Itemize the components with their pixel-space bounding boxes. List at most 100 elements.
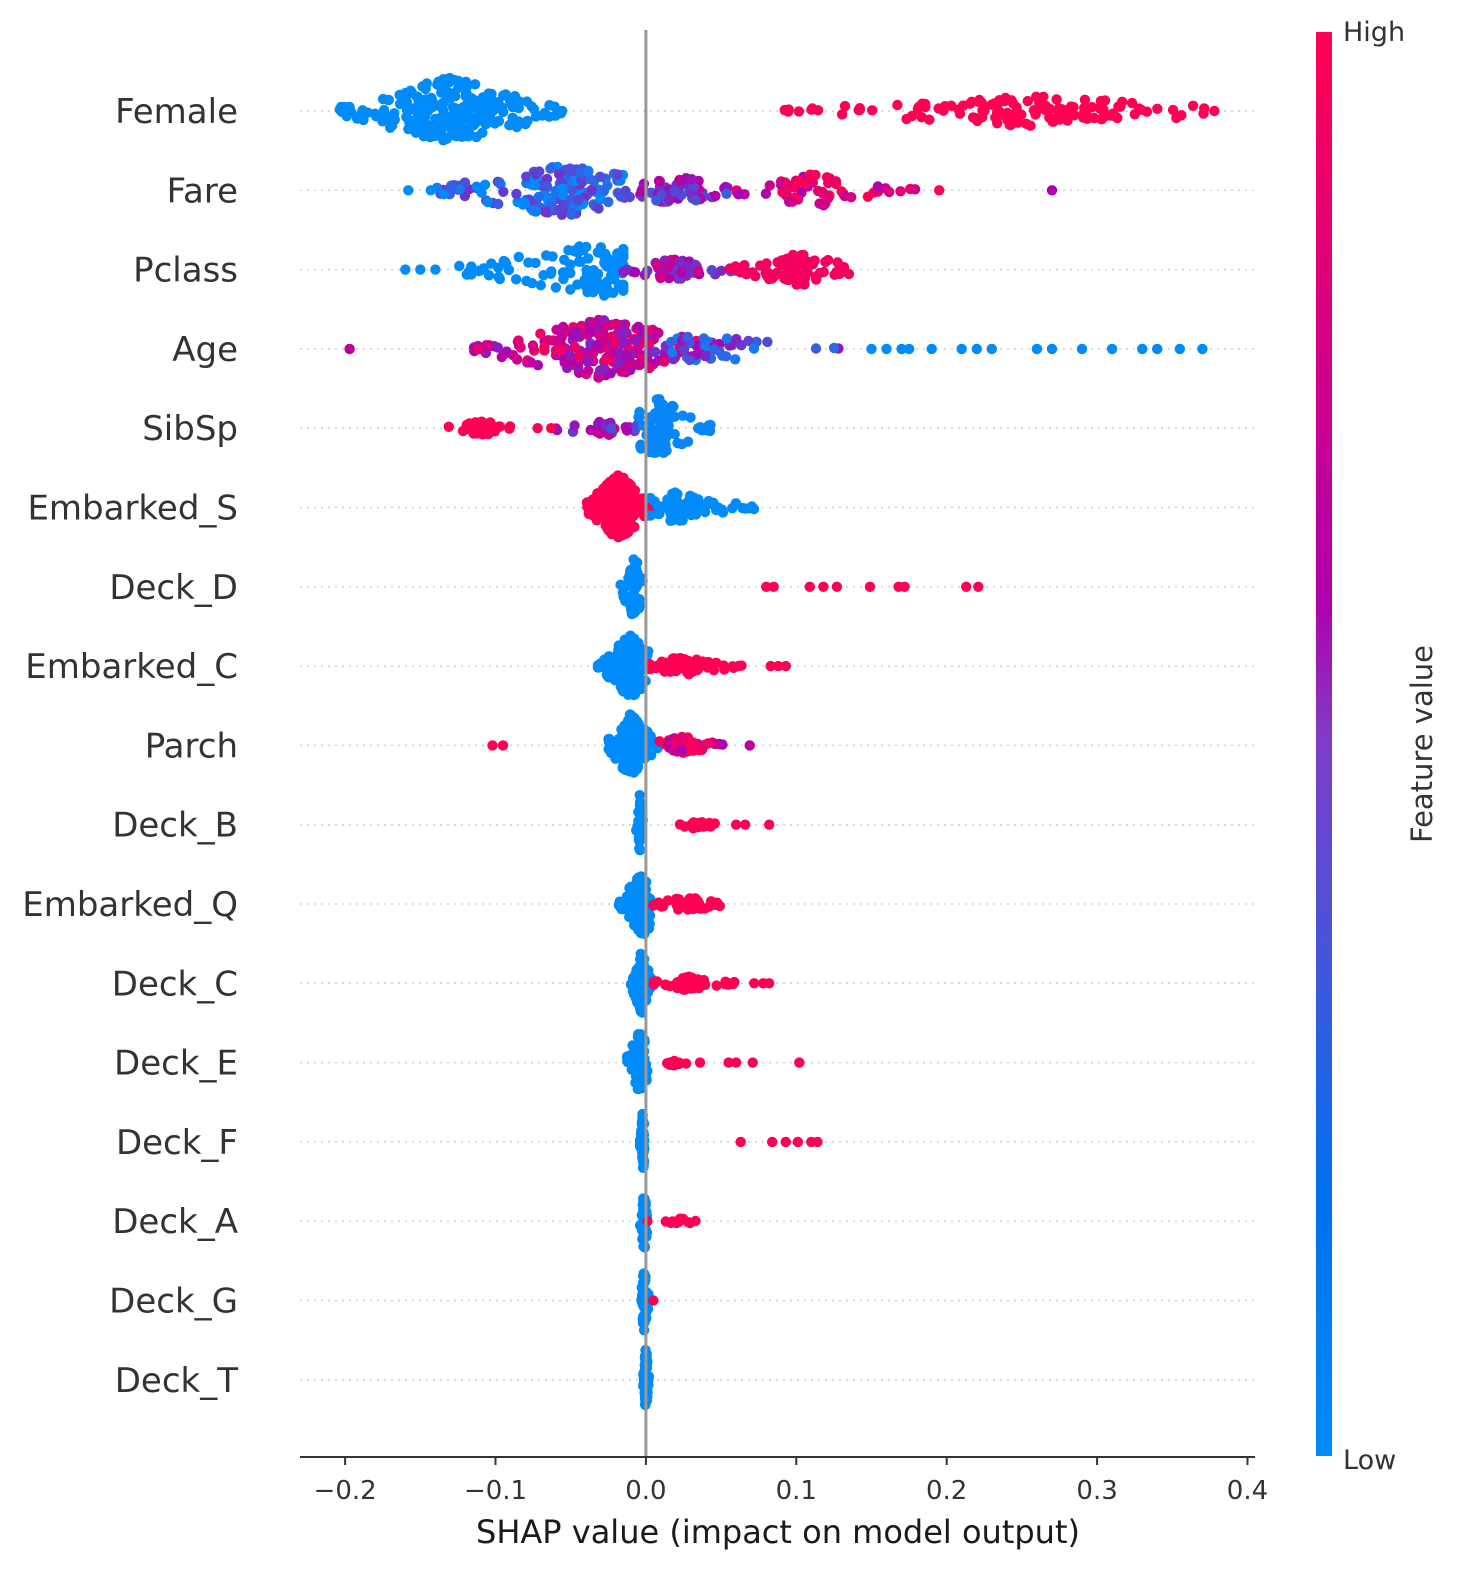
point-Female bbox=[339, 105, 351, 117]
point-Female bbox=[806, 104, 817, 115]
point-Embarked_S bbox=[622, 527, 633, 538]
point-Deck_E bbox=[694, 1057, 706, 1068]
x-axis-title: SHAP value (impact on model output) bbox=[476, 1513, 1080, 1551]
point-SibSp bbox=[666, 412, 678, 423]
point-Pclass bbox=[498, 255, 509, 267]
point-Age bbox=[344, 343, 355, 355]
point-Parch bbox=[617, 762, 628, 774]
point-Deck_C bbox=[689, 980, 701, 991]
point-Age bbox=[653, 327, 664, 339]
point-Fare bbox=[521, 171, 532, 182]
point-Female bbox=[457, 127, 469, 138]
point-Female bbox=[461, 88, 472, 99]
point-Pclass bbox=[605, 270, 617, 282]
point-SibSp bbox=[482, 421, 494, 433]
point-Deck_A bbox=[639, 1195, 650, 1207]
point-Age bbox=[748, 343, 760, 354]
point-Pclass bbox=[750, 271, 761, 282]
point-Deck_D bbox=[864, 581, 876, 592]
point-Pclass bbox=[503, 264, 515, 276]
point-Deck_G bbox=[648, 1295, 659, 1306]
point-Pclass bbox=[430, 264, 441, 275]
feature-label-Age: Age bbox=[172, 330, 238, 370]
point-Pclass bbox=[535, 280, 546, 291]
point-Embarked_Q bbox=[673, 894, 685, 905]
point-Deck_D bbox=[804, 581, 815, 592]
point-Age bbox=[588, 347, 599, 359]
feature-label-Deck_E: Deck_E bbox=[114, 1044, 238, 1084]
point-Female bbox=[469, 79, 481, 90]
point-Female bbox=[938, 105, 949, 116]
point-SibSp bbox=[569, 420, 580, 431]
colorbar: High Low Feature value bbox=[1316, 17, 1439, 1476]
point-Age bbox=[743, 335, 754, 347]
point-Age bbox=[926, 343, 937, 355]
point-SibSp bbox=[653, 411, 665, 423]
point-Embarked_S bbox=[601, 517, 613, 528]
point-SibSp bbox=[682, 436, 694, 447]
point-Fare bbox=[812, 185, 824, 197]
point-Parch bbox=[624, 732, 635, 743]
point-SibSp bbox=[672, 437, 683, 449]
point-Female bbox=[958, 100, 969, 111]
point-Deck_B bbox=[685, 819, 697, 831]
point-Fare bbox=[620, 185, 631, 197]
point-Pclass bbox=[656, 271, 667, 282]
point-Pclass bbox=[607, 287, 619, 298]
point-Female bbox=[1058, 104, 1070, 116]
feature-gridlines bbox=[300, 110, 1255, 1381]
point-Embarked_Q bbox=[685, 903, 696, 914]
feature-label-Deck_D: Deck_D bbox=[109, 568, 238, 608]
point-Fare bbox=[794, 175, 806, 187]
point-Embarked_S bbox=[744, 503, 755, 514]
point-SibSp bbox=[593, 418, 604, 430]
point-Fare bbox=[787, 196, 798, 207]
point-Female bbox=[435, 112, 447, 123]
point-Female bbox=[445, 130, 457, 141]
point-Age bbox=[598, 362, 609, 374]
point-Deck_E bbox=[730, 1057, 742, 1068]
point-Fare bbox=[425, 185, 436, 196]
point-Deck_E bbox=[747, 1057, 758, 1068]
point-Female bbox=[471, 112, 482, 124]
point-Age bbox=[903, 343, 915, 355]
point-Pclass bbox=[781, 253, 793, 264]
point-Female bbox=[913, 101, 924, 113]
point-SibSp bbox=[645, 412, 656, 423]
x-axis: −0.2 −0.1 0.0 0.1 0.2 0.3 0.4 bbox=[300, 1456, 1268, 1506]
point-Female bbox=[793, 106, 805, 117]
point-Pclass bbox=[510, 274, 522, 285]
point-SibSp bbox=[443, 421, 454, 432]
point-Age bbox=[553, 344, 565, 356]
point-Parch bbox=[717, 739, 728, 750]
point-Female bbox=[432, 100, 443, 111]
point-Deck_C bbox=[625, 979, 637, 990]
point-Deck_B bbox=[674, 819, 686, 830]
point-Pclass bbox=[599, 290, 610, 301]
point-Pclass bbox=[716, 265, 727, 276]
point-Female bbox=[1133, 103, 1145, 114]
point-Pclass bbox=[674, 257, 686, 268]
point-SibSp bbox=[621, 425, 633, 436]
point-Pclass bbox=[523, 257, 534, 268]
point-Age bbox=[515, 342, 526, 353]
point-Deck_C bbox=[683, 971, 695, 982]
point-Female bbox=[371, 111, 382, 122]
point-Female bbox=[1099, 95, 1111, 106]
feature-label-Fare: Fare bbox=[167, 171, 238, 211]
point-Pclass bbox=[596, 281, 607, 292]
point-Fare bbox=[573, 194, 584, 206]
point-Fare bbox=[541, 173, 553, 185]
point-Fare bbox=[530, 206, 542, 217]
point-Age bbox=[665, 336, 677, 348]
point-Deck_B bbox=[634, 827, 645, 839]
point-Female bbox=[425, 132, 436, 143]
point-Pclass bbox=[559, 254, 570, 265]
point-Fare bbox=[540, 206, 551, 218]
point-Female bbox=[924, 114, 935, 125]
point-Age bbox=[762, 336, 773, 348]
point-Embarked_C bbox=[663, 660, 674, 672]
point-Female bbox=[389, 108, 400, 119]
point-Pclass bbox=[538, 270, 549, 281]
point-Parch bbox=[642, 745, 653, 756]
